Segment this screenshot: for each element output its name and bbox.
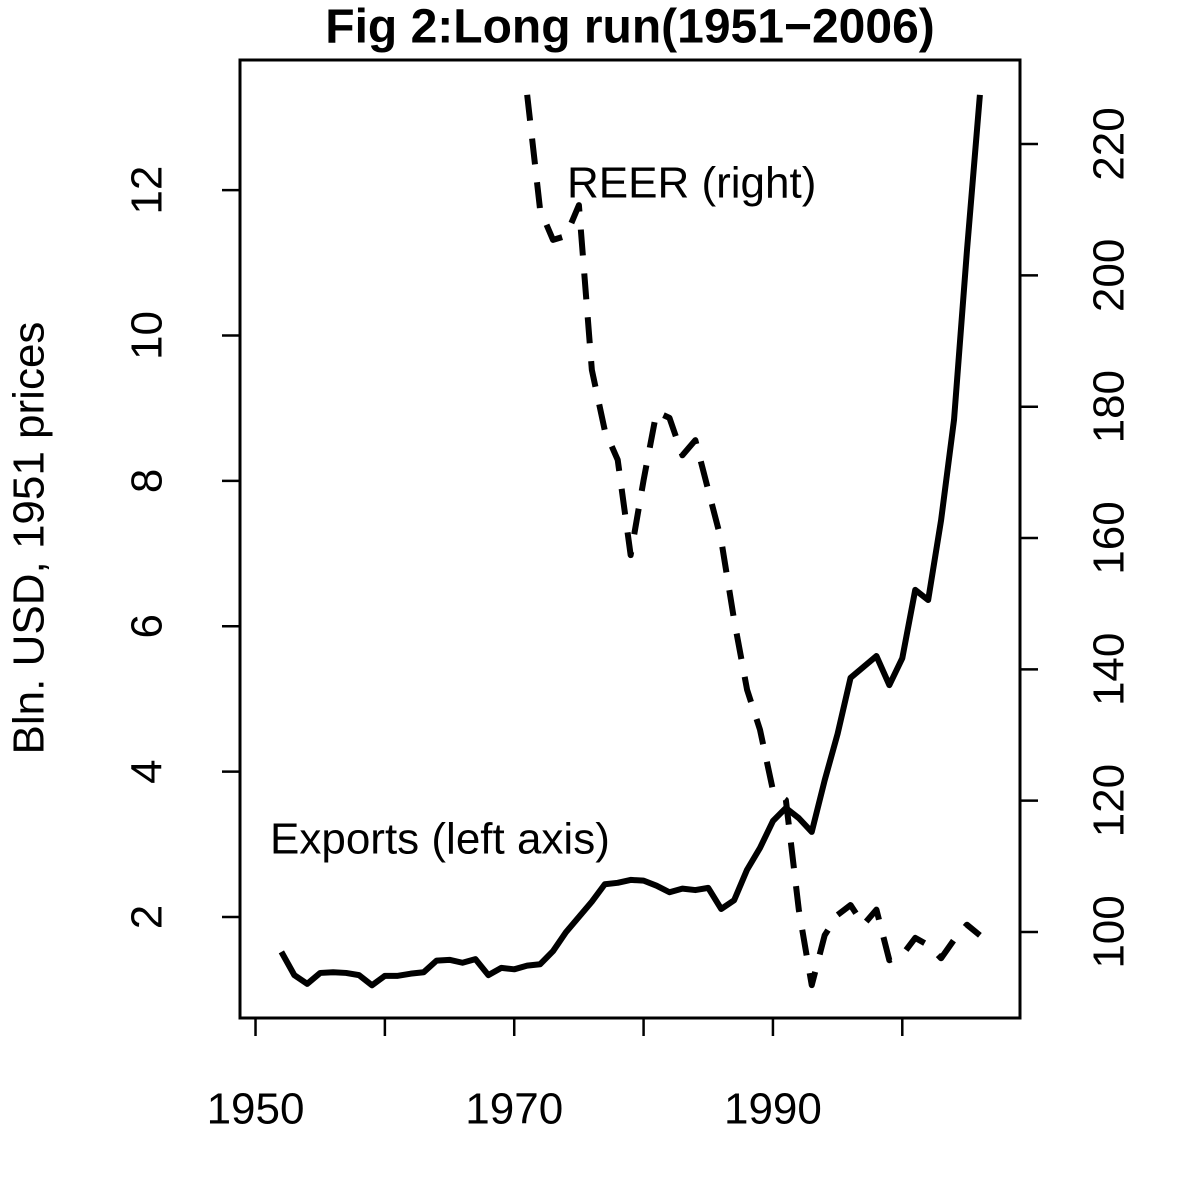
y-tick-label: 6	[123, 614, 172, 638]
y2-tick-label: 100	[1085, 895, 1134, 968]
series-annotation: Exports (left axis)	[270, 815, 610, 864]
y-tick-label: 10	[123, 311, 172, 360]
series-annotation: REER (right)	[567, 159, 816, 208]
y2-tick-label: 200	[1085, 239, 1134, 312]
y2-tick-label: 220	[1085, 107, 1134, 180]
y2-tick-label: 180	[1085, 370, 1134, 443]
y-axis-label: Bln. USD, 1951 prices	[5, 322, 54, 755]
series-line	[524, 94, 982, 989]
y2-tick-label: 160	[1085, 501, 1134, 574]
y-tick-label: 4	[123, 759, 172, 783]
y-tick-label: 2	[123, 905, 172, 929]
x-tick-label: 1990	[724, 1085, 822, 1134]
x-tick-label: 1950	[207, 1085, 305, 1134]
y-tick-label: 12	[123, 166, 172, 215]
y-tick-label: 8	[123, 469, 172, 493]
y2-tick-label: 120	[1085, 764, 1134, 837]
x-tick-label: 1970	[465, 1085, 563, 1134]
y2-tick-label: 140	[1085, 633, 1134, 706]
series-line	[278, 94, 983, 989]
chart-title: Fig 2:Long run(1951−2006)	[325, 1, 935, 54]
